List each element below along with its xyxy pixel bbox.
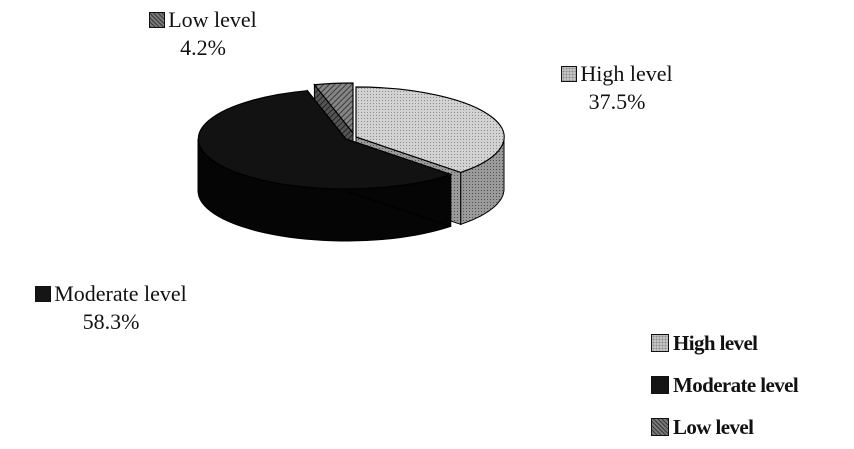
legend-item-high: High level (651, 322, 798, 364)
high-level-swatch-icon (561, 65, 578, 82)
slice-label-high-value: 37.5% (588, 88, 646, 114)
slice-label-low-value: 4.2% (180, 34, 226, 60)
slice-label-moderate-name: Moderate level (54, 281, 187, 306)
legend-moderate-label: Moderate level (673, 372, 799, 397)
slice-label-low: Low level 4.2% (118, 6, 288, 61)
slice-label-low-name: Low level (168, 7, 257, 32)
legend-high-swatch-icon (651, 334, 669, 352)
legend-low-swatch-icon (651, 418, 669, 436)
pie-slice-high (355, 86, 505, 174)
slice-label-high-name: High level (580, 61, 673, 86)
low-level-swatch-icon (149, 11, 166, 28)
slice-label-moderate-value: 58.3% (82, 308, 140, 334)
legend-item-low: Low level (651, 406, 798, 448)
slice-label-moderate: Moderate level 58.3% (2, 280, 220, 335)
legend-low-label: Low level (673, 414, 754, 439)
pie-slice-low (313, 82, 354, 135)
slice-label-high: High level 37.5% (522, 60, 712, 115)
pie-slice-moderate (197, 90, 453, 190)
chart-legend: High level Moderate level Low level (651, 322, 799, 448)
legend-high-label: High level (673, 330, 758, 355)
moderate-level-swatch-icon (35, 285, 52, 302)
legend-item-moderate: Moderate level (651, 364, 799, 406)
legend-moderate-swatch-icon (651, 376, 669, 394)
